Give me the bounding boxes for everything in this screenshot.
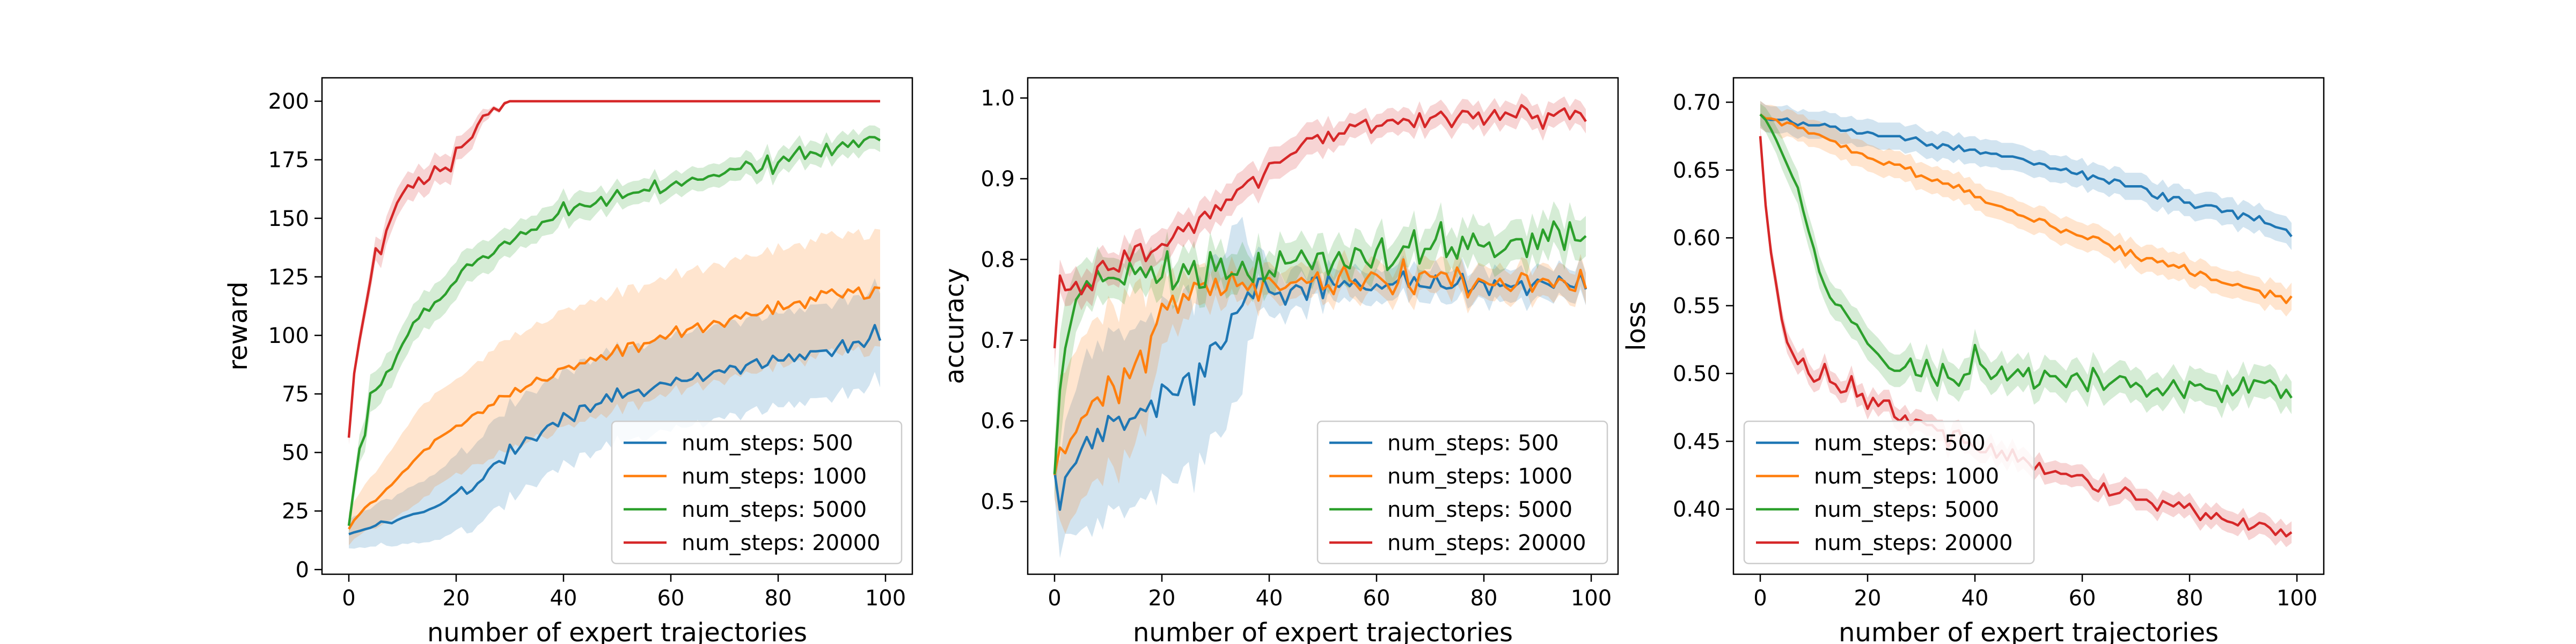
legend-entry: num_steps: 5000 <box>1387 497 1572 522</box>
x-axis-label: number of expert trajectories <box>1133 618 1513 644</box>
x-tick-label: 80 <box>2176 586 2204 611</box>
band-accuracy-series-1 <box>1055 243 1586 534</box>
line-reward-series-0 <box>348 324 882 536</box>
legend-box <box>1743 420 2035 565</box>
legend-entry: num_steps: 1000 <box>1387 464 1572 489</box>
y-tick-label: 100 <box>268 324 309 348</box>
line-accuracy-series-1 <box>1053 258 1587 475</box>
band-accuracy-series-0 <box>1055 216 1586 558</box>
chart-loss: 0 20 40 60 80 100 0.40 0.45 0.50 0.55 0.60 0.65 0.70… <box>1621 77 2325 644</box>
y-tick-label: 0.60 <box>1673 226 1721 251</box>
line-loss-series-2 <box>1759 113 2293 404</box>
legend-entry: num_steps: 500 <box>1387 431 1559 456</box>
line-reward-series-1 <box>348 286 881 530</box>
x-axis-label: number of expert trajectories <box>1839 618 2219 644</box>
y-tick-label: 0.7 <box>980 328 1015 353</box>
x-tick-label: 20 <box>1148 586 1176 611</box>
chart-accuracy: 0 20 40 60 80 100 0.5 0.6 0.7 0.8 0.9 1.0 number of … <box>940 77 1619 644</box>
x-tick-label: 0 <box>342 586 355 611</box>
y-tick-label: 175 <box>268 148 309 173</box>
y-tick-label: 0.6 <box>980 409 1015 434</box>
y-tick-label: 0.70 <box>1673 90 1721 115</box>
x-tick-label: 0 <box>1048 586 1061 611</box>
legend: num_steps: 500 num_steps: 1000 num_steps: … <box>611 420 903 565</box>
legend-box <box>1316 420 1608 565</box>
y-tick-label: 0.5 <box>980 490 1015 515</box>
y-tick-label: 0.40 <box>1673 497 1721 522</box>
x-axis-label: number of expert trajectories <box>427 618 807 644</box>
line-loss-series-1 <box>1759 113 2293 304</box>
x-tick-label: 100 <box>1571 586 1612 611</box>
y-tick-label: 50 <box>282 441 309 465</box>
x-tick-label: 40 <box>1962 586 1989 611</box>
legend-entry: num_steps: 20000 <box>1814 531 2012 555</box>
legend: num_steps: 500 num_steps: 1000 num_steps: … <box>1316 420 1608 565</box>
y-tick-label: 75 <box>282 382 309 407</box>
band-accuracy-series-2 <box>1055 201 1586 499</box>
x-tick-label: 40 <box>550 586 577 611</box>
legend-entry: num_steps: 1000 <box>682 464 867 489</box>
y-tick-label: 25 <box>282 499 309 524</box>
axes-frame <box>321 77 913 575</box>
y-tick-label: 0.9 <box>980 167 1015 192</box>
legend-box <box>611 420 903 565</box>
legend-entry: num_steps: 5000 <box>682 497 867 522</box>
y-tick-label: 0.45 <box>1673 429 1721 454</box>
line-reward-series-3 <box>347 100 880 438</box>
x-tick-label: 60 <box>657 586 685 611</box>
x-tick-label: 100 <box>865 586 906 611</box>
x-tick-label: 40 <box>1256 586 1283 611</box>
band-loss-series-0 <box>1760 101 2292 250</box>
y-tick-label: 0.8 <box>980 247 1015 272</box>
legend-entry: num_steps: 20000 <box>682 531 880 555</box>
x-tick-label: 80 <box>765 586 792 611</box>
legend-entry: num_steps: 500 <box>1814 431 1986 456</box>
x-tick-label: 20 <box>443 586 470 611</box>
line-accuracy-series-2 <box>1053 220 1587 474</box>
legend: num_steps: 500 num_steps: 1000 num_steps: … <box>1743 420 2035 565</box>
legend-entry: num_steps: 500 <box>682 431 853 456</box>
x-tick-label: 0 <box>1753 586 1767 611</box>
line-reward-series-2 <box>347 136 881 526</box>
y-tick-label: 125 <box>268 265 309 290</box>
y-tick-label: 0.50 <box>1673 362 1721 386</box>
legend-entry: num_steps: 5000 <box>1814 497 1999 522</box>
band-reward-series-1 <box>349 229 880 546</box>
y-tick-label: 200 <box>268 90 309 114</box>
band-accuracy-series-3 <box>1055 93 1586 369</box>
x-tick-label: 60 <box>2069 586 2096 611</box>
y-tick-label: 150 <box>268 207 309 231</box>
line-accuracy-series-3 <box>1053 104 1587 349</box>
y-tick-label: 0.55 <box>1673 294 1721 319</box>
legend-entry: num_steps: 20000 <box>1387 531 1586 555</box>
x-tick-label: 60 <box>1363 586 1391 611</box>
y-axis-label: reward <box>223 281 253 370</box>
y-axis-label: accuracy <box>940 268 970 384</box>
y-tick-label: 0 <box>296 558 309 582</box>
y-axis-label: loss <box>1621 301 1651 351</box>
legend-entry: num_steps: 1000 <box>1814 464 1999 489</box>
y-tick-label: 1.0 <box>980 86 1015 111</box>
chart-reward: 0 20 40 60 80 100 0 25 50 75 100 125 150 175 200 number… <box>223 77 913 644</box>
x-tick-label: 20 <box>1854 586 1882 611</box>
axes-frame <box>1027 77 1619 575</box>
line-loss-series-0 <box>1759 113 2293 238</box>
x-tick-label: 80 <box>1470 586 1498 611</box>
axes-frame <box>1732 77 2325 575</box>
y-tick-label: 0.65 <box>1673 158 1721 183</box>
x-tick-label: 100 <box>2277 586 2317 611</box>
